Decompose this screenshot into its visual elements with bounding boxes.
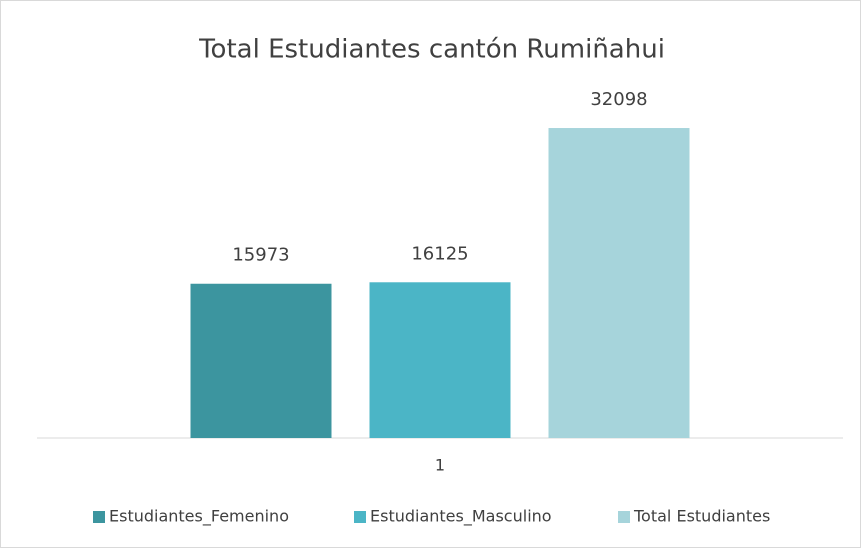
- chart-title: Total Estudiantes cantón Rumiñahui: [198, 35, 665, 65]
- data-label: 15973: [232, 245, 289, 266]
- legend-label: Total Estudiantes: [633, 507, 770, 526]
- legend-swatch: [354, 511, 366, 523]
- bar: [190, 283, 332, 438]
- legend-swatch: [618, 511, 630, 523]
- legend-swatch: [93, 511, 105, 523]
- legend-label: Estudiantes_Femenino: [109, 507, 289, 527]
- data-label: 32098: [590, 89, 647, 110]
- bar: [369, 282, 511, 438]
- data-label: 16125: [411, 243, 468, 264]
- legend-label: Estudiantes_Masculino: [370, 507, 552, 527]
- bar: [548, 128, 690, 438]
- x-tick-label: 1: [435, 456, 445, 475]
